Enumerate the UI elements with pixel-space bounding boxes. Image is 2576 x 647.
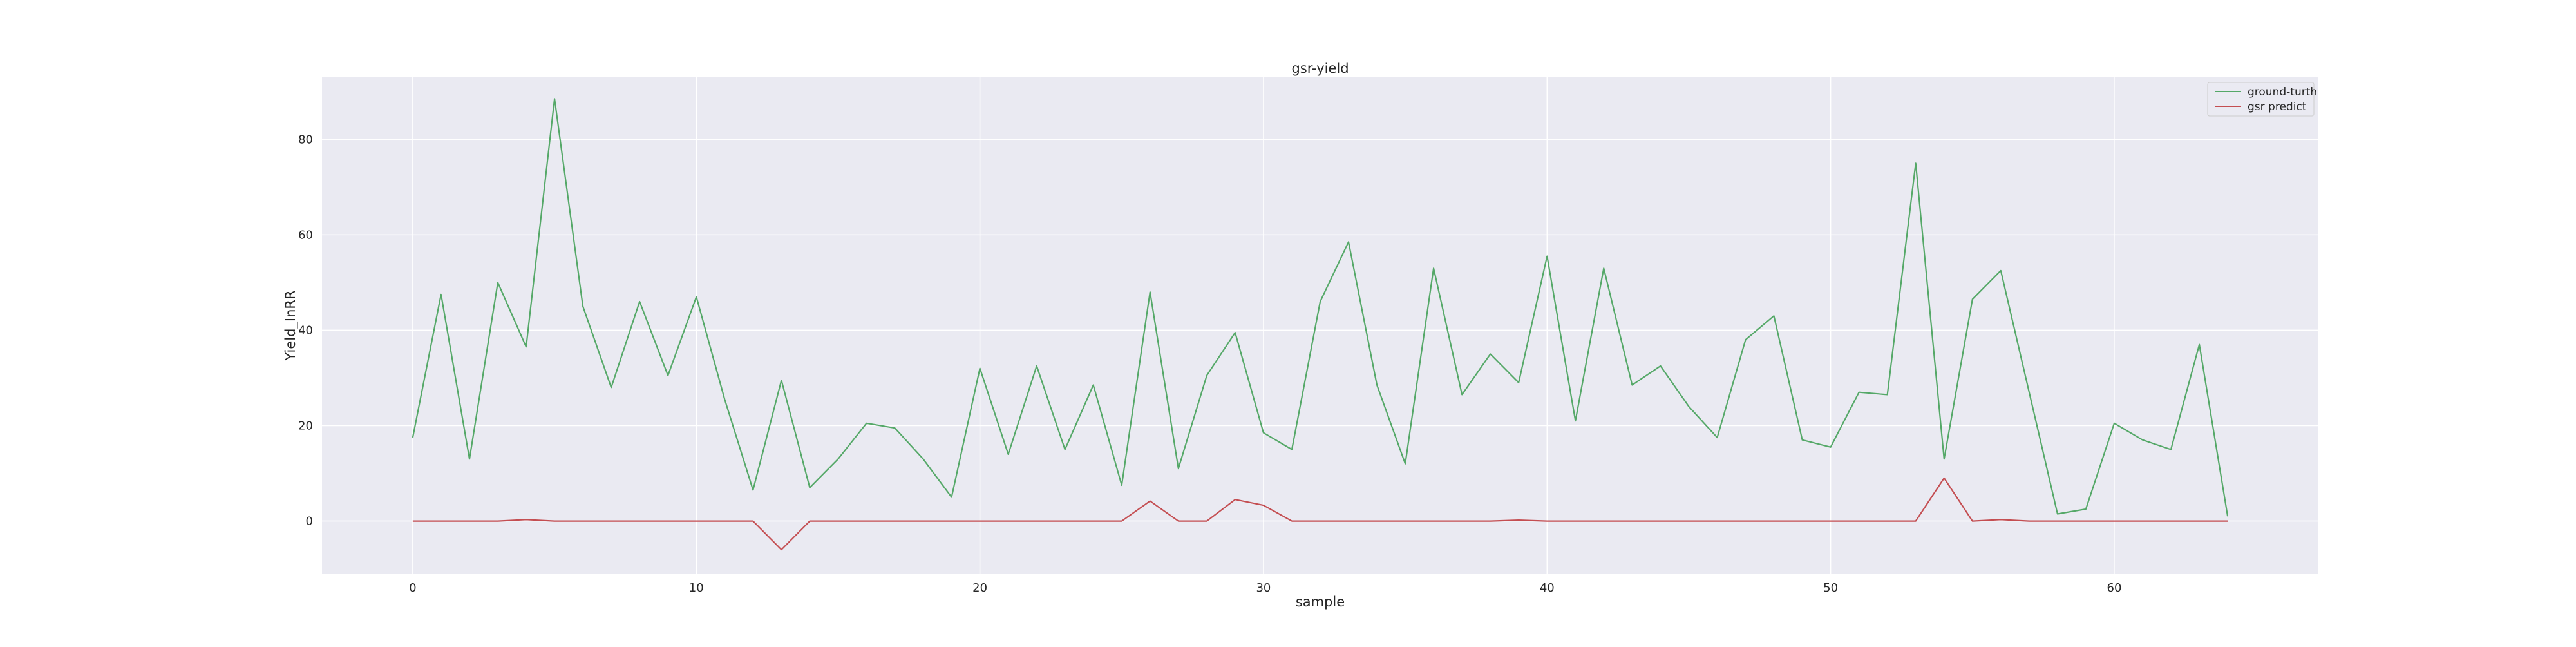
legend-label-gsr-predict: gsr predict — [2248, 101, 2307, 113]
x-tick-label: 60 — [2107, 581, 2122, 595]
x-tick-label: 30 — [1256, 581, 1271, 595]
x-tick-label: 20 — [972, 581, 987, 595]
x-tick-label: 0 — [409, 581, 416, 595]
y-tick-label: 40 — [298, 324, 313, 337]
x-axis-ticks: 0 10 20 30 40 50 60 — [409, 581, 2121, 595]
y-tick-label: 60 — [298, 228, 313, 242]
legend: ground-turth gsr predict — [2207, 82, 2317, 117]
series-line-gsr-predict — [412, 477, 2228, 551]
y-axis-ticks: 0 20 40 60 80 — [298, 133, 313, 528]
legend-label-ground-turth: ground-turth — [2248, 86, 2317, 99]
y-tick-label: 0 — [306, 515, 313, 528]
y-tick-label: 20 — [298, 419, 313, 432]
series-lines — [412, 98, 2229, 551]
y-tick-label: 80 — [298, 133, 313, 146]
y-axis-label: Yield_InRR — [283, 290, 299, 361]
x-tick-label: 50 — [1823, 581, 1838, 595]
series-line-ground-turth — [412, 98, 2229, 517]
plot-area — [322, 77, 2318, 574]
x-axis-label: sample — [1296, 594, 1345, 610]
x-tick-label: 10 — [689, 581, 704, 595]
chart-title: gsr-yield — [1291, 61, 1349, 76]
grid — [322, 77, 2318, 574]
x-tick-label: 40 — [1540, 581, 1555, 595]
